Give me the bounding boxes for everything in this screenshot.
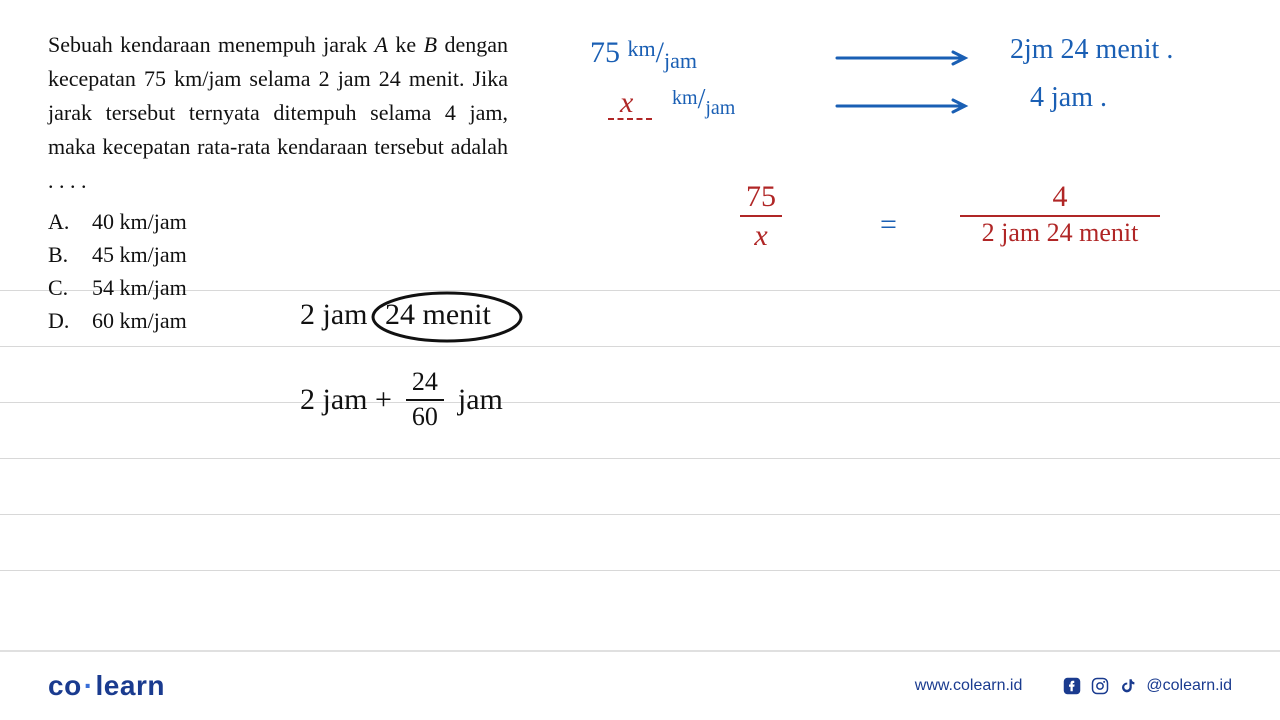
footer: co·learn www.colearn.id @colearn.id <box>0 650 1280 720</box>
option-c: C.54 km/jam <box>48 271 187 304</box>
tiktok-icon <box>1118 676 1138 696</box>
hand-x: x <box>620 88 633 118</box>
option-d: D.60 km/jam <box>48 304 187 337</box>
option-a: A.40 km/jam <box>48 205 187 238</box>
brand-logo: co·learn <box>48 670 165 702</box>
arrow-icon <box>835 48 975 68</box>
footer-socials: @colearn.id <box>1062 676 1232 696</box>
question-text: Sebuah kendaraan menempuh jarak A ke B d… <box>48 28 508 198</box>
answer-options: A.40 km/jam B.45 km/jam C.54 km/jam D.60… <box>48 205 187 337</box>
option-b: B.45 km/jam <box>48 238 187 271</box>
footer-url: www.colearn.id <box>915 677 1023 695</box>
arrow-icon <box>835 96 975 116</box>
hand-unit-2: km/jam <box>672 86 735 114</box>
instagram-icon <box>1090 676 1110 696</box>
hand-speed-75: 75 km/jam <box>590 38 697 68</box>
hand-time-1: 2jm 24 menit . <box>1010 36 1173 64</box>
facebook-icon <box>1062 676 1082 696</box>
hand-x-underline <box>608 118 652 120</box>
hand-conv-line2: 2 jam + 24 60 jam <box>300 368 503 431</box>
hand-fraction-right: 4 2 jam 24 menit <box>960 180 1160 248</box>
hand-time-2: 4 jam . <box>1030 84 1107 112</box>
hand-fraction-left: 75 x <box>740 180 782 252</box>
hand-conv-line1: 2 jam 24 menit <box>300 300 491 330</box>
hand-equals: = <box>880 210 897 240</box>
footer-handle: @colearn.id <box>1146 677 1232 695</box>
circle-icon <box>367 290 527 344</box>
